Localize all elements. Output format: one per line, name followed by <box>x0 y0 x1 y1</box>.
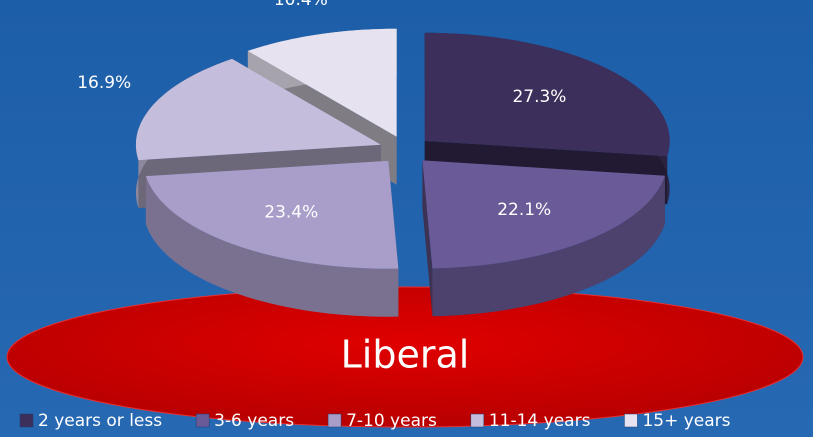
slice-top <box>422 160 665 269</box>
data-label: 16.9% <box>77 73 131 93</box>
legend-swatch <box>470 413 485 428</box>
legend-swatch <box>327 413 342 428</box>
legend-label: 11-14 years <box>489 411 591 431</box>
slice-wall <box>422 160 433 317</box>
legend-swatch <box>624 413 638 428</box>
data-label: 23.4% <box>264 202 318 222</box>
legend: 2 years or less 3-6 years 7-10 years 11-14 … <box>19 411 731 431</box>
slice-side <box>145 176 399 317</box>
legend-label: 3-6 years <box>214 411 294 431</box>
slice-top <box>247 28 397 137</box>
slice <box>145 160 399 317</box>
slice-top <box>145 160 399 269</box>
legend-label: 15+ years <box>642 411 730 431</box>
slice-side <box>432 175 665 317</box>
legend-label: 2 years or less <box>38 411 162 431</box>
legend-swatch <box>195 413 210 428</box>
slice-top <box>424 32 670 157</box>
data-label: 27.3% <box>512 87 566 107</box>
legend-label: 7-10 years <box>346 411 437 431</box>
pie: 27.3% 22.1% 23.4% 16.9% 10.4% <box>77 0 670 317</box>
legend-swatch <box>19 413 34 428</box>
data-label: 10.4% <box>274 0 328 10</box>
data-label: 22.1% <box>497 200 551 220</box>
slice-top <box>135 58 381 161</box>
slice <box>422 160 665 317</box>
annotation: Liberal <box>341 333 470 377</box>
base-ellipse <box>6 286 804 428</box>
